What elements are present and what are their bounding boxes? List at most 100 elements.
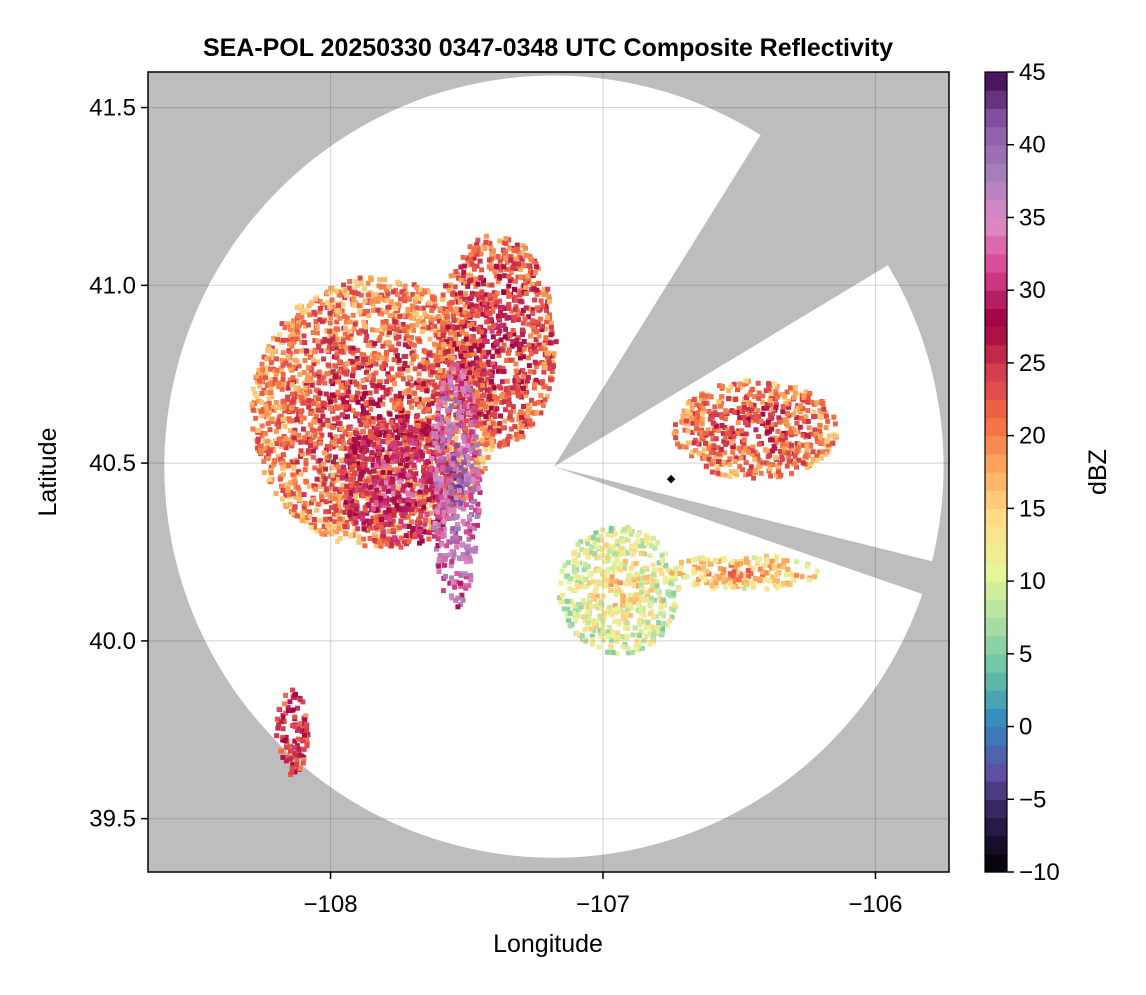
echo-cell xyxy=(287,428,293,434)
echo-cell xyxy=(343,404,349,410)
echo-cell xyxy=(407,482,413,488)
echo-cell xyxy=(730,444,736,449)
echo-cell xyxy=(362,443,368,448)
echo-cell xyxy=(377,464,383,470)
echo-cell xyxy=(503,255,509,261)
echo-cell xyxy=(437,451,443,457)
echo-cell xyxy=(507,332,513,338)
echo-cell xyxy=(386,375,392,381)
echo-cell xyxy=(369,434,375,440)
echo-cell xyxy=(250,407,256,413)
echo-cell xyxy=(440,469,446,475)
echo-cell xyxy=(280,488,286,493)
echo-cell xyxy=(413,311,419,317)
echo-cell xyxy=(806,425,812,431)
echo-cell xyxy=(383,454,389,460)
echo-cell xyxy=(501,252,507,258)
echo-cell xyxy=(444,338,450,344)
echo-cell xyxy=(354,382,360,388)
echo-cell xyxy=(452,501,458,507)
echo-cell xyxy=(447,374,453,380)
blocked-sector-1 xyxy=(553,72,949,467)
echo-cell xyxy=(440,381,446,387)
echo-cell xyxy=(252,391,258,397)
echo-cell xyxy=(435,398,441,404)
echo-cell xyxy=(348,397,354,403)
echo-cell xyxy=(379,423,385,428)
echo-cell xyxy=(476,406,482,412)
echo-cell xyxy=(323,499,329,505)
echo-cell xyxy=(435,543,441,549)
echo-cell xyxy=(361,526,367,532)
echo-cell xyxy=(320,473,326,479)
echo-cell xyxy=(396,372,401,378)
echo-cell xyxy=(392,332,398,338)
echo-cell xyxy=(531,329,537,335)
echo-cell xyxy=(448,273,454,279)
echo-cell xyxy=(348,532,354,538)
echo-cell xyxy=(302,340,308,345)
echo-cell xyxy=(262,390,268,396)
echo-cell xyxy=(483,370,489,376)
echo-cell xyxy=(423,488,429,494)
echo-cell xyxy=(481,363,487,369)
echo-cell xyxy=(516,426,522,432)
echo-cell xyxy=(356,539,362,545)
echo-cell xyxy=(267,381,273,386)
echo-cell xyxy=(453,495,459,501)
echo-cell xyxy=(469,449,475,455)
echo-cell xyxy=(447,433,453,439)
echo-cell xyxy=(266,396,272,402)
echo-cell xyxy=(286,362,292,368)
echo-cell xyxy=(262,431,268,437)
echo-cell xyxy=(471,246,476,252)
echo-cell xyxy=(527,418,533,424)
echo-cell xyxy=(752,456,758,462)
echo-cell xyxy=(815,449,821,455)
echo-cell xyxy=(332,374,338,380)
echo-cell xyxy=(448,563,454,569)
echo-cell xyxy=(381,473,387,479)
echo-cell xyxy=(661,610,667,616)
echo-cell xyxy=(327,453,333,459)
echo-cell xyxy=(383,480,389,486)
echo-cell xyxy=(498,310,503,315)
echo-cell xyxy=(351,293,357,299)
echo-cell xyxy=(453,530,459,536)
echo-cell xyxy=(455,459,461,465)
echo-cell xyxy=(296,320,302,326)
echo-cell xyxy=(506,302,512,307)
echo-cell xyxy=(719,413,725,419)
echo-cell xyxy=(461,423,466,429)
echo-cell xyxy=(395,302,401,308)
echo-cell xyxy=(364,410,370,416)
echo-cell xyxy=(379,330,385,336)
echo-cell xyxy=(343,499,349,505)
echo-cell xyxy=(364,490,370,496)
echo-cell xyxy=(549,369,555,374)
echo-cell xyxy=(426,517,432,523)
echo-cell xyxy=(255,408,261,413)
echo-cell xyxy=(339,348,345,354)
echo-cell xyxy=(541,342,547,348)
echo-cell xyxy=(385,387,390,393)
echo-cell xyxy=(468,302,474,308)
echo-cell xyxy=(792,390,798,396)
echo-cell xyxy=(388,543,394,549)
echo-cell xyxy=(363,419,369,425)
echo-cell xyxy=(319,531,325,537)
echo-cell xyxy=(327,320,333,326)
echo-cell xyxy=(451,325,457,331)
echo-cell xyxy=(373,361,379,367)
echo-cell xyxy=(410,483,416,489)
echo-cell xyxy=(385,371,391,377)
echo-cell xyxy=(373,543,379,549)
echo-cell xyxy=(450,537,456,543)
echo-cell xyxy=(357,309,363,315)
echo-cell xyxy=(406,344,412,350)
echo-cell xyxy=(347,509,353,515)
echo-cell xyxy=(435,496,441,502)
plot-area xyxy=(148,72,949,872)
echo-cell xyxy=(408,464,414,470)
